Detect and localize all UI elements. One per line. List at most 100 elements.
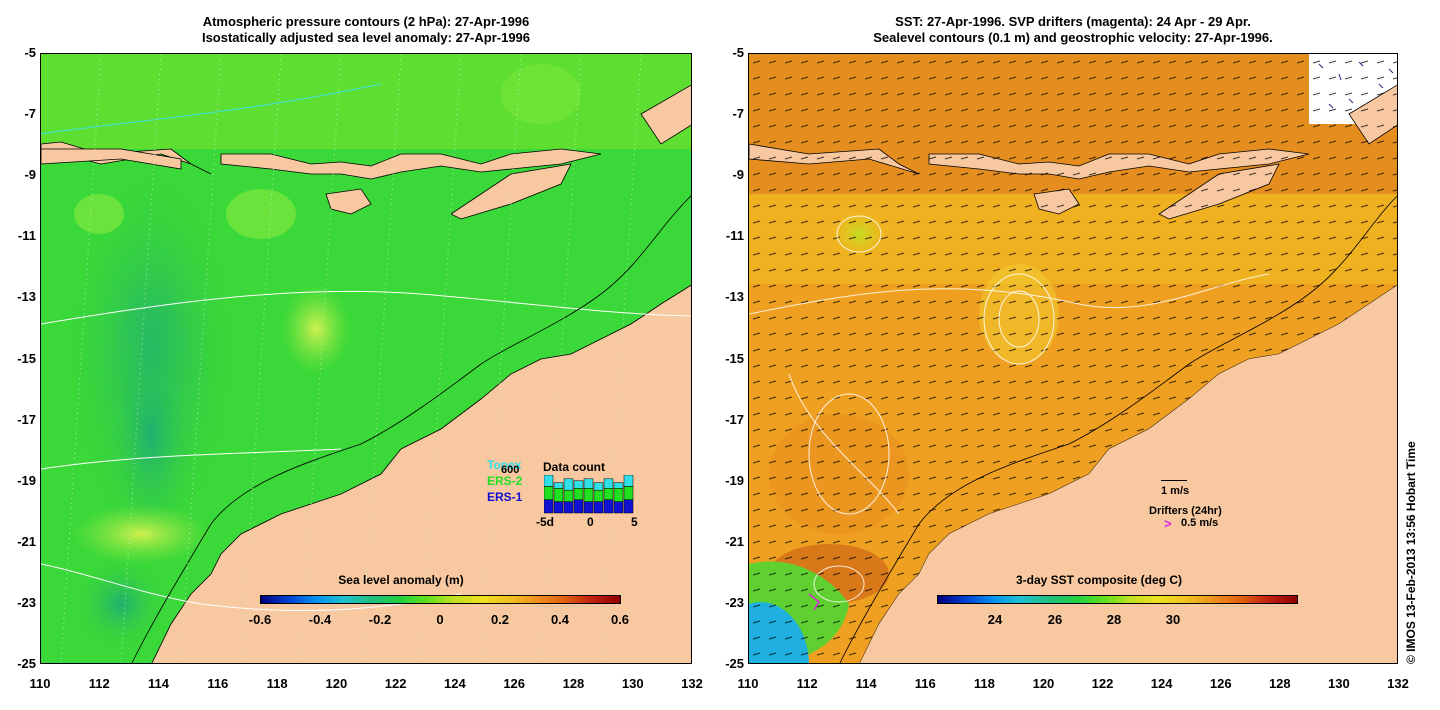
drifters-label: Drifters (24hr) — [1149, 505, 1222, 517]
legend-count-value: 600 — [501, 464, 520, 476]
right-colorbar-title: 3-day SST composite (deg C) — [1015, 573, 1183, 587]
count-bar-ers2 — [544, 486, 554, 500]
right-x-tick: 130 — [1328, 676, 1350, 691]
right-y-tick: -7 — [732, 106, 744, 122]
right-x-tick: 124 — [1150, 676, 1173, 691]
count-bar-topex — [613, 482, 624, 489]
legend-count-title: Data count — [543, 460, 606, 474]
legend-axis-left: -5d — [536, 515, 554, 529]
sea-level-anomaly-map — [41, 54, 691, 663]
left-cb-tick-3: 0 — [436, 612, 444, 627]
right-map: 1 m/s Drifters (24hr) > 0.5 m/s 3-day SS… — [748, 53, 1398, 664]
right-x-tick: 128 — [1268, 676, 1291, 691]
left-x-tick: 122 — [384, 676, 407, 691]
right-y-tick: -23 — [725, 594, 744, 610]
right-x-tick: 114 — [855, 676, 877, 691]
left-map: Topex 600 ERS-2 ERS-1 Data count -5d 0 5… — [40, 53, 692, 664]
sst-colorbar — [937, 595, 1298, 604]
data-count-bars — [544, 475, 634, 514]
right-y-tick: -21 — [725, 533, 744, 549]
right-y-tick: -15 — [725, 350, 744, 366]
count-bar-topex — [553, 482, 564, 489]
left-cb-tick-4: 0.2 — [490, 612, 510, 627]
right-x-tick: 132 — [1387, 676, 1409, 691]
right-y-tick: -17 — [725, 411, 744, 427]
right-y-tick: -19 — [725, 472, 744, 488]
count-bar-ers2 — [563, 489, 574, 502]
right-y-tick: -9 — [732, 167, 744, 183]
velocity-scale-arrow — [1161, 480, 1187, 481]
left-y-tick: -17 — [17, 411, 36, 427]
right-x-tick: 112 — [796, 676, 818, 691]
left-y-tick: -23 — [17, 594, 36, 610]
count-bar-ers1 — [623, 499, 634, 514]
count-bar-ers1 — [603, 499, 614, 514]
left-y-tick: -19 — [17, 472, 36, 488]
count-bar-ers1 — [553, 501, 564, 514]
left-cb-tick-5: 0.4 — [550, 612, 570, 627]
count-bar-ers2 — [583, 488, 594, 502]
count-bar-ers2 — [593, 489, 604, 502]
right-y-tick: -13 — [725, 289, 744, 305]
legend-axis-right: 5 — [631, 515, 638, 529]
count-bar-ers2 — [603, 488, 614, 500]
legend-ers2: ERS-2 — [487, 474, 523, 488]
count-bar-ers2 — [573, 488, 584, 500]
right-y-tick: -25 — [725, 656, 744, 671]
left-y-tick: -25 — [17, 656, 36, 671]
left-x-tick: 128 — [562, 676, 585, 691]
right-x-tick: 120 — [1032, 676, 1055, 691]
left-y-tick: -15 — [17, 350, 36, 366]
left-title-line1: Atmospheric pressure contours (2 hPa): 2… — [202, 14, 530, 29]
left-x-tick: 112 — [88, 676, 110, 691]
left-colorbar-title: Sea level anomaly (m) — [338, 573, 464, 587]
count-bar-topex — [593, 482, 604, 491]
left-cb-tick-2: -0.2 — [368, 612, 392, 627]
left-y-tick: -13 — [17, 289, 36, 305]
legend-axis-mid: 0 — [587, 515, 594, 529]
count-bar-ers1 — [583, 501, 594, 514]
left-y-tick: -11 — [17, 228, 36, 244]
left-x-tick: 116 — [207, 676, 229, 691]
count-bar-topex — [603, 478, 614, 489]
count-bar-topex — [623, 475, 634, 487]
right-cb-tick-2: 28 — [1106, 612, 1122, 627]
drifter-marker: > — [1164, 516, 1172, 531]
right-cb-tick-0: 24 — [987, 612, 1003, 627]
left-x-tick: 114 — [148, 676, 170, 691]
right-y-tick: -5 — [732, 45, 744, 60]
left-title-line2: Isostatically adjusted sea level anomaly… — [201, 30, 531, 45]
right-y-tick: -11 — [725, 228, 744, 244]
right-x-tick: 118 — [973, 676, 995, 691]
count-bar-ers1 — [613, 501, 624, 514]
right-x-tick: 122 — [1091, 676, 1114, 691]
count-bar-topex — [583, 478, 594, 489]
left-x-tick: 130 — [621, 676, 644, 691]
count-bar-ers1 — [593, 501, 604, 514]
count-bar-ers2 — [613, 488, 624, 502]
sst-map — [749, 54, 1397, 663]
left-y-tick: -5 — [24, 45, 36, 60]
left-y-tick: -7 — [24, 106, 36, 122]
right-x-tick: 110 — [737, 676, 759, 691]
credit-text: © IMOS 13-Feb-2013 13:56 Hobart Time — [1404, 441, 1418, 664]
left-x-tick: 120 — [325, 676, 348, 691]
right-cb-tick-3: 30 — [1165, 612, 1181, 627]
count-bar-topex — [563, 478, 574, 491]
drifter-scale-label: 0.5 m/s — [1181, 517, 1219, 529]
left-x-tick: 124 — [444, 676, 466, 691]
velocity-scale-label: 1 m/s — [1161, 485, 1190, 497]
left-x-tick: 110 — [29, 676, 51, 691]
legend-topex: Topex — [487, 458, 522, 472]
left-cb-tick-0: -0.6 — [248, 612, 272, 627]
count-bar-ers2 — [623, 486, 634, 500]
count-bar-ers1 — [573, 499, 584, 514]
left-y-tick: -21 — [17, 533, 36, 549]
sea-level-colorbar — [260, 595, 621, 604]
count-bar-ers2 — [553, 488, 564, 502]
left-x-tick: 126 — [503, 676, 526, 691]
count-bar-ers1 — [544, 499, 554, 514]
right-cb-tick-1: 26 — [1047, 612, 1063, 627]
left-x-tick: 132 — [681, 676, 703, 691]
left-cb-tick-1: -0.4 — [308, 612, 332, 627]
